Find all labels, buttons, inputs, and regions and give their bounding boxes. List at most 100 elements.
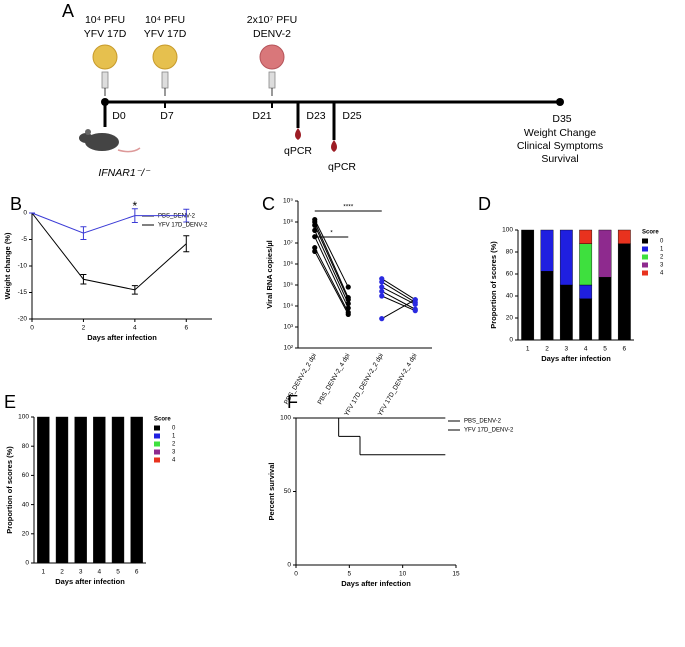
y-tick-label: 80 [506,249,514,256]
y-tick-label: -5 [21,236,27,243]
legend-swatch [154,457,160,463]
y-tick-label: 80 [22,443,30,450]
x-tick-label: 10 [399,571,407,578]
y-tick-label: 10⁶ [283,261,293,268]
point [312,245,318,251]
panel-label: F [287,392,298,412]
legend-swatch [154,449,160,455]
x-tick-label: 4 [133,325,137,332]
y-tick-label: 0 [509,337,513,344]
y-axis-title: Proportion of scores (%) [489,241,498,329]
legend-label: PBS_DENV-2 [464,419,502,425]
x-tick-label: 6 [135,569,139,576]
bar-segment [617,229,631,244]
dose-amount: 10⁴ PFU [85,14,125,26]
legend-label: PBS_DENV-2 [158,214,196,220]
legend-label: 2 [660,255,664,261]
blood-drop [295,128,301,140]
y-tick-label: 10⁷ [283,240,293,247]
y-axis-title: Percent survival [267,463,276,521]
legend-label: 4 [172,458,176,464]
virus-icon [152,44,178,70]
x-tick-label: PBS_DENV-2_4 dpi [317,352,352,406]
error-bar [80,273,87,285]
panel-label: E [4,392,16,412]
x-tick-label: 3 [565,346,569,353]
x-tick-label: 5 [116,569,120,576]
x-tick-label: 1 [42,569,46,576]
panel-label: C [262,194,275,214]
point [312,222,318,228]
y-tick-label: 50 [284,488,292,495]
point [345,297,351,303]
point [345,305,351,311]
x-tick-label: 6 [623,346,627,353]
day-label: D25 [342,110,361,122]
pair-line [381,286,416,305]
pair-line [381,278,416,301]
outcome-label: Survival [541,153,578,165]
legend-swatch [642,246,648,252]
timeline-dot [101,98,109,106]
bar-segment [540,229,554,272]
x-tick-label: 6 [184,325,188,332]
point [312,227,318,233]
legend-swatch [642,238,648,244]
pair-line [314,225,349,300]
legend-swatch [642,270,648,276]
y-axis-title: Proportion of scores (%) [5,446,14,534]
legend-swatch [154,425,160,431]
point [345,301,351,307]
y-tick-label: -10 [18,263,28,270]
bar-segment [617,243,631,341]
significance-label: * [330,230,333,237]
day-label: D7 [160,110,174,122]
x-tick-label: 5 [348,571,352,578]
panel-label: D [478,194,491,214]
y-tick-label: 100 [280,415,291,422]
annotation: * [133,199,138,213]
legend-label: 0 [660,239,664,245]
dose-virus: YFV 17D [144,28,187,40]
bar-segment [37,416,50,564]
y-axis-title: Weight change (%) [3,232,12,299]
y-tick-label: 10⁵ [283,282,293,289]
bar-segment [74,416,87,564]
point [412,301,418,307]
x-axis-title: Days after infection [341,579,411,588]
point [412,308,418,314]
virus-icon [259,44,285,70]
panel-label: B [10,194,22,214]
line-series [31,212,187,234]
point [379,279,385,285]
pair-line [381,290,416,310]
legend-label: 4 [660,271,664,277]
error-bar [183,208,190,223]
mouse-icon [79,129,141,153]
x-tick-label: 2 [82,325,86,332]
legend-swatch [154,433,160,439]
timeline-panel: A 10⁴ PFU YFV 17D 10⁴ PFU YFV 17D 2x10⁷ … [62,1,603,179]
legend-label: 2 [172,442,176,448]
x-tick-label: 0 [30,325,34,332]
legend-label: 0 [172,426,176,432]
pair-line [314,219,349,288]
dose-virus: DENV-2 [253,28,291,40]
bar-segment [521,229,535,341]
pair-line [314,230,349,304]
legend-label: 1 [660,247,664,253]
legend-title: Score [154,417,171,423]
pair-line [381,281,416,303]
y-axis-title: Viral RNA copies/µl [265,240,274,309]
day-label: D21 [252,110,271,122]
legend-label: 3 [172,450,176,456]
y-tick-label: 0 [25,560,29,567]
x-axis-title: Days after infection [55,577,125,586]
y-tick-label: 20 [22,531,30,538]
y-tick-label: 10² [284,345,294,352]
x-tick-label: 1 [526,346,530,353]
bar-segment [93,416,106,564]
y-tick-label: 100 [502,227,513,234]
y-tick-label: 10⁴ [283,303,293,310]
error-bar [183,235,190,253]
